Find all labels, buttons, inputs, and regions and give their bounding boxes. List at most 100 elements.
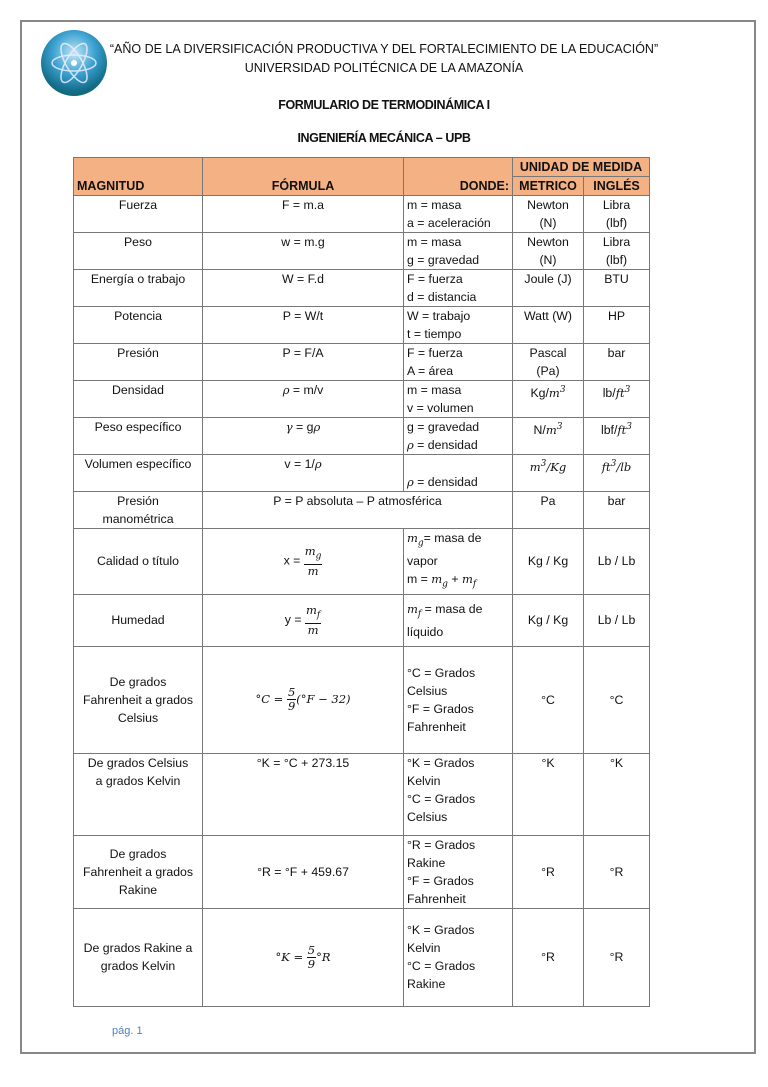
donde-cell-line [407,455,509,473]
metric-unit-cell-line: (N) [539,253,557,267]
metric-unit-cell: Kg/m3 [512,380,584,418]
magnitud-cell: De grados Celsius a grados Kelvin [73,752,203,836]
magnitud-cell: De grados Rakine a grados Kelvin [73,907,203,1007]
magnitud-cell-line: Densidad [112,383,164,397]
magnitud-cell-line: Peso específico [94,420,182,434]
donde-cell-line: °F = Grados [407,701,474,716]
donde-cell-line: v = volumen [407,401,474,415]
donde-cell-line: F = fuerza [407,272,463,286]
english-unit-cell: °R [583,834,650,909]
donde-cell: mg= masa de vapor m = mg + mf [403,528,513,595]
english-unit-cell: °K [583,752,650,836]
metric-unit-cell-line: (Pa) [536,364,560,378]
english-unit-cell-line: bar [607,494,626,508]
donde-cell-line: m = mg + mf [407,572,477,590]
donde-cell-line: mf = masa de [407,601,483,620]
donde-cell-line: Rakine [407,855,446,870]
formula-cell: w = m.g [202,232,404,270]
table-row: De grados Fahrenheit a grados Celsius °C = … [73,645,650,754]
donde-cell-line: g = gravedad [407,420,480,434]
donde-cell-line: Fahrenheit [407,891,466,906]
english-unit-cell-line: Lb / Lb [597,613,636,628]
metric-unit-cell-line: Pa [540,494,556,508]
formula-cell-line: x = mg m [283,544,323,578]
magnitud-cell-line: a grados Kelvin [95,773,181,788]
formula-cell: y = mf m [202,593,404,647]
metric-unit-cell-line: Watt (W) [523,309,573,323]
formula-cell-line: °C = 5 9 (°F − 32) [255,685,351,714]
magnitud-cell-line: De grados [109,846,167,861]
donde-cell: m = masa v = volumen [403,380,513,418]
magnitud-cell: De grados Fahrenheit a grados Celsius [73,645,203,754]
magnitud-cell: Potencia [73,306,203,344]
formula-cell-line: y = mf m [284,603,322,637]
english-unit-cell: lb/ft3 [583,380,650,418]
donde-cell: F = fuerza A = área [403,343,513,381]
magnitud-cell: Densidad [73,380,203,418]
donde-cell-line: °R = Grados [407,837,476,852]
donde-cell-line: °F = Grados [407,873,474,888]
magnitud-cell: Calidad o título [73,528,203,595]
english-unit-cell-line: ft3/lb [601,459,632,475]
metric-unit-cell: °R [512,834,584,909]
donde-cell-line: g = gravedad [407,253,480,267]
donde-cell: mf = masa de líquido [403,593,513,647]
magnitud-cell-line: Rakine [118,882,158,897]
english-unit-cell: ft3/lb [583,454,650,492]
donde-cell-line: m = masa [407,383,462,397]
english-unit-cell: BTU [583,269,650,307]
english-unit-cell-line: HP [607,309,626,323]
english-unit-cell: bar [583,343,650,381]
table-row: Potencia P = W/t W = trabajo t = tiempo Watt… [73,306,650,344]
metric-unit-cell-line: °C [541,692,555,707]
donde-cell-line: a = aceleración [407,216,491,230]
donde-cell-line: m = masa [407,235,462,249]
magnitud-cell-line: Calidad o título [96,554,180,569]
metric-unit-cell-line: Pascal [529,346,567,360]
metric-unit-cell: Watt (W) [512,306,584,344]
metric-unit-cell: Pa [512,491,584,529]
donde-cell-line: Celsius [407,683,448,698]
metric-unit-cell: Newton (N) [512,195,584,233]
metric-unit-cell-line: N/m3 [533,422,563,438]
metric-unit-cell: °K [512,752,584,836]
table-row: De grados Celsius a grados Kelvin °K = °C … [73,752,650,836]
metric-unit-cell: Kg / Kg [512,528,584,595]
header-magnitud: MAGNITUD [73,157,203,196]
donde-cell-line: mg= masa de [407,531,482,549]
page-number: pág. 1 [112,1025,143,1037]
metric-unit-cell-line: °K [541,755,555,770]
english-unit-cell-line: BTU [604,272,629,286]
header-donde: DONDE: [403,157,513,196]
donde-cell: °R = Grados Rakine °F = Grados Fahrenheit [403,834,513,909]
donde-cell: W = trabajo t = tiempo [403,306,513,344]
donde-cell: m = masa a = aceleración [403,195,513,233]
formula-cell-line: F = m.a [281,198,325,212]
metric-unit-cell: N/m3 [512,417,584,455]
magnitud-cell: Peso específico [73,417,203,455]
metric-unit-cell: Kg / Kg [512,593,584,647]
metric-unit-cell-line: Joule (J) [524,272,572,286]
formula-cell: P = P absoluta – P atmosférica [202,491,513,529]
formula-cell: γ = gρ [202,417,404,455]
donde-cell-line: °C = Grados [407,665,476,680]
magnitud-cell-line: grados Kelvin [100,959,176,974]
magnitud-cell-line: Fahrenheit a grados [82,864,194,879]
formula-cell-line: W = F.d [281,272,325,286]
magnitud-cell: Volumen específico [73,454,203,492]
magnitud-cell: Fuerza [73,195,203,233]
header-ingles: INGLÉS [583,176,650,196]
table-row: Volumen específico v = 1/ρ ρ = densidad m3/… [73,454,650,492]
document-subtitle: INGENIERÍA MECÁNICA – UPB [297,131,471,145]
formula-cell: P = F/A [202,343,404,381]
formula-cell: °C = 5 9 (°F − 32) [202,645,404,754]
magnitud-cell-line: Presión [117,346,159,360]
magnitud-cell-line: Celsius [117,710,159,725]
table-row: De grados Fahrenheit a grados Rakine °R = °… [73,834,650,909]
magnitud-cell-line: Fahrenheit a grados [82,692,194,707]
magnitud-cell-line: De grados Rakine a [83,941,193,956]
magnitud-cell-line: Fuerza [118,198,158,212]
english-unit-cell-line: °R [609,950,624,965]
english-unit-cell: Libra (lbf) [583,232,650,270]
